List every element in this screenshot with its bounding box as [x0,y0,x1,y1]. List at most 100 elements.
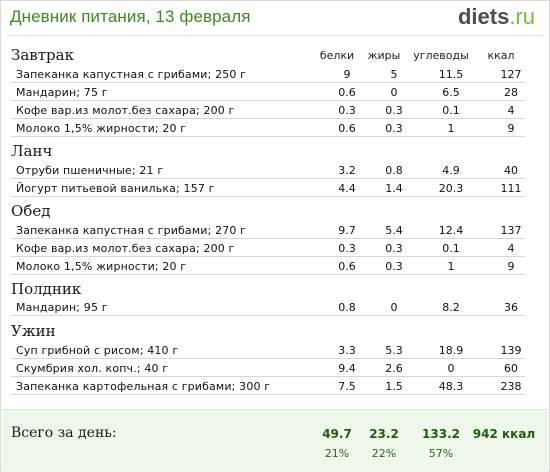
food-name: Запеканка капустная с грибами; 250 г [16,68,247,81]
food-row: Скумбрия хол. копч.; 40 г 9.4 2.6 0 60 [11,360,525,377]
food-fat: 0 [390,86,398,99]
food-kcal: 28 [504,86,518,99]
food-kcal: 4 [507,242,515,255]
food-row: Кофе вар.из молот.без сахара; 200 г 0.3 … [11,240,525,257]
food-fat: 0.3 [385,122,403,135]
food-row: Молоко 1,5% жирности; 20 г 0.6 0.3 1 9 [11,120,525,137]
meal-title-breakfast: Завтрак [11,46,74,64]
meal-title-snack: Полдник [11,280,82,298]
food-name: Молоко 1,5% жирности; 20 г [16,122,187,135]
meal-title-dinner: Обед [11,202,51,220]
total-carbs: 133.2 [422,427,460,441]
total-protein-percent: 21% [324,447,350,460]
food-carbs: 0.1 [442,104,460,117]
food-fat: 0.8 [385,164,403,177]
food-carbs: 18.9 [438,344,464,357]
food-carbs: 1 [447,260,455,273]
food-carbs: 1 [447,122,455,135]
food-kcal: 60 [504,362,518,375]
food-carbs: 4.9 [442,164,460,177]
food-carbs: 20.3 [438,182,464,195]
food-name: Молоко 1,5% жирности; 20 г [16,260,187,273]
food-row: Йогурт питьевой ванилька; 157 г 4.4 1.4 … [11,180,525,197]
column-header-fat: жиры [367,49,401,62]
food-kcal: 137 [500,224,522,237]
food-carbs: 6.5 [442,86,460,99]
food-kcal: 4 [507,104,515,117]
meal-title-lunch: Ланч [11,142,53,160]
food-protein: 0.6 [338,260,356,273]
food-protein: 9 [343,68,351,81]
total-fat: 23.2 [369,427,399,441]
logo-suffix: .ru [509,4,535,29]
food-name: Мандарин; 95 г [16,301,108,314]
food-name: Суп грибной с рисом; 410 г [16,344,179,357]
daily-total-label: Всего за день: [11,425,117,441]
food-name: Отруби пшеничные; 21 г [16,164,164,177]
column-header-kcal: ккал [487,49,515,62]
food-protein: 7.5 [338,380,356,393]
food-name: Запеканка капустная с грибами; 270 г [16,224,247,237]
food-fat: 0.3 [385,104,403,117]
total-kcal: 942 ккал [472,427,536,441]
food-fat: 1.5 [385,380,403,393]
food-protein: 0.8 [338,301,356,314]
food-kcal: 139 [500,344,522,357]
food-protein: 0.6 [338,86,356,99]
column-header-protein: белки [319,49,355,62]
food-kcal: 127 [500,68,522,81]
food-row: Суп грибной с рисом; 410 г 3.3 5.3 18.9 … [11,342,525,359]
food-name: Мандарин; 75 г [16,86,108,99]
food-protein: 0.6 [338,122,356,135]
food-carbs: 8.2 [442,301,460,314]
food-fat: 0 [390,301,398,314]
food-protein: 4.4 [338,182,356,195]
food-protein: 0.3 [338,104,356,117]
food-protein: 0.3 [338,242,356,255]
food-kcal: 238 [500,380,522,393]
meal-title-supper: Ужин [11,322,56,340]
food-protein: 3.3 [338,344,356,357]
food-row: Запеканка капустная с грибами; 270 г 9.7… [11,222,525,239]
food-name: Скумбрия хол. копч.; 40 г [16,362,169,375]
food-carbs: 0.1 [442,242,460,255]
food-fat: 0.3 [385,242,403,255]
food-row: Мандарин; 75 г 0.6 0 6.5 28 [11,84,525,101]
food-fat: 1.4 [385,182,403,195]
food-name: Запеканка картофельная с грибами; 300 г [16,380,271,393]
food-kcal: 36 [504,301,518,314]
food-fat: 2.6 [385,362,403,375]
food-kcal: 111 [500,182,522,195]
food-row: Отруби пшеничные; 21 г 3.2 0.8 4.9 40 [11,162,525,179]
food-name: Кофе вар.из молот.без сахара; 200 г [16,104,235,117]
food-carbs: 48.3 [438,380,464,393]
title-divider [7,35,543,36]
food-fat: 5 [390,68,398,81]
food-protein: 9.7 [338,224,356,237]
food-carbs: 11.5 [438,68,464,81]
total-fat-percent: 22% [371,447,397,460]
logo-main: diets [457,4,510,29]
food-name: Йогурт питьевой ванилька; 157 г [16,182,215,195]
food-row: Мандарин; 95 г 0.8 0 8.2 36 [11,299,525,316]
food-kcal: 9 [507,260,515,273]
food-protein: 3.2 [338,164,356,177]
food-fat: 0.3 [385,260,403,273]
food-fat: 5.4 [385,224,403,237]
food-carbs: 12.4 [438,224,464,237]
total-carbs-percent: 57% [428,447,454,460]
site-logo[interactable]: diets.ru [458,4,535,30]
page-title: Дневник питания, 13 февраля [10,7,251,26]
daily-total-band [2,409,548,472]
food-kcal: 9 [507,122,515,135]
food-protein: 9.4 [338,362,356,375]
food-fat: 5.3 [385,344,403,357]
food-row: Запеканка капустная с грибами; 250 г 9 5… [11,66,525,83]
food-kcal: 40 [504,164,518,177]
total-protein: 49.7 [322,427,352,441]
column-header-carbs: углеводы [413,49,469,62]
food-name: Кофе вар.из молот.без сахара; 200 г [16,242,235,255]
food-row: Запеканка картофельная с грибами; 300 г … [11,378,525,395]
food-row: Молоко 1,5% жирности; 20 г 0.6 0.3 1 9 [11,258,525,275]
